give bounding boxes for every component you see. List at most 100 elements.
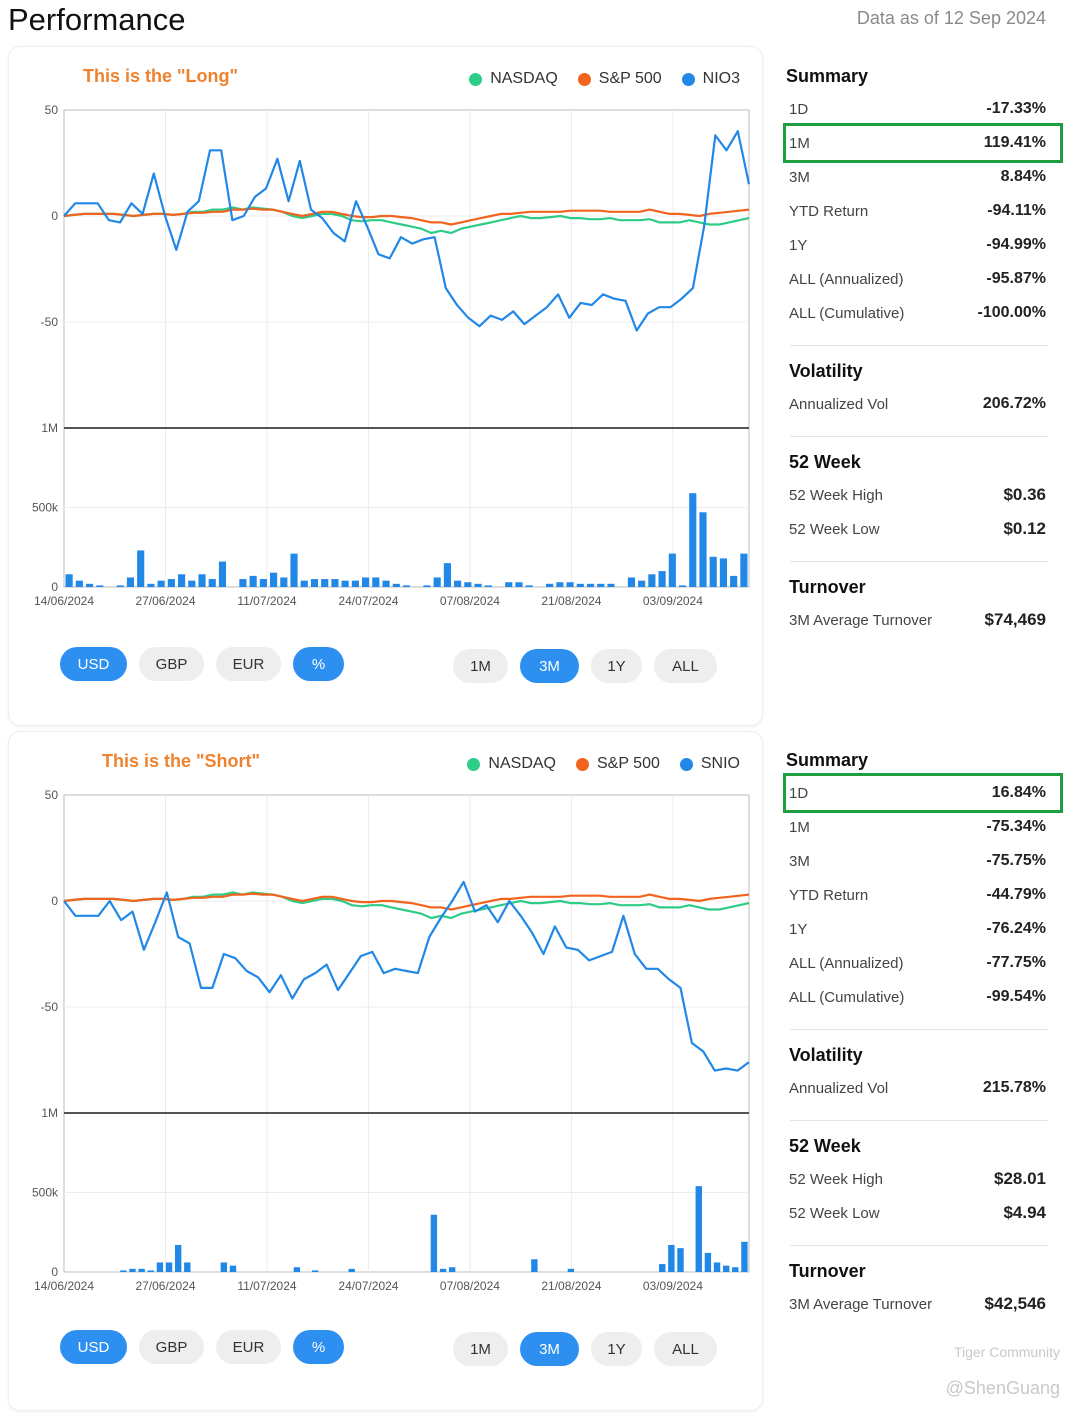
range-1m-button[interactable]: 1M xyxy=(453,1332,508,1366)
stat-value: -99.54% xyxy=(986,988,1046,1005)
stat-label: 1Y xyxy=(789,236,808,254)
x-tick-label: 24/07/2024 xyxy=(338,1279,398,1293)
volume-bar xyxy=(730,575,738,587)
series-line-snio xyxy=(63,880,750,1072)
y-tick-label: 50 xyxy=(45,103,59,117)
annualized-vol-row: Annualized Vol 206.72% xyxy=(786,387,1048,421)
volume-bar xyxy=(129,1268,136,1272)
x-tick-label: 07/08/2024 xyxy=(440,1279,500,1293)
legend-stock[interactable]: NIO3 xyxy=(681,70,740,88)
watermark-author: @ShenGuang xyxy=(945,1378,1060,1398)
legend-sp500[interactable]: S&P 500 xyxy=(576,755,660,773)
summary-row-1y: 1Y -94.99% xyxy=(786,228,1048,262)
summary-row-3m: 3M -75.75% xyxy=(786,844,1048,878)
volume-bar xyxy=(546,583,554,587)
volume-bar xyxy=(567,1268,575,1272)
chart-card-long: This is the "Long" NASDAQ S&P 500 NIO3 5… xyxy=(8,46,763,726)
volume-bar xyxy=(741,1241,748,1272)
summary-row-1y: 1Y -76.24% xyxy=(786,912,1048,946)
volume-bar xyxy=(740,553,748,587)
volume-bar xyxy=(454,580,462,587)
legend-nasdaq[interactable]: NASDAQ xyxy=(467,755,556,773)
range-1m-button[interactable]: 1M xyxy=(453,649,508,683)
eur-button[interactable]: EUR xyxy=(216,1330,281,1364)
volume-bar xyxy=(382,580,390,587)
summary-row-all-annualized: ALL (Annualized) -95.87% xyxy=(786,262,1048,296)
stat-label: 1M xyxy=(789,134,810,152)
plot-frame xyxy=(63,109,750,588)
volume-bar xyxy=(709,556,717,587)
range-toggle-group: 1M 3M 1Y ALL xyxy=(453,649,717,683)
volume-bar xyxy=(147,1270,154,1272)
week52-low-row: 52 Week Low $0.12 xyxy=(786,512,1048,546)
range-all-button[interactable]: ALL xyxy=(654,649,717,683)
stat-label: 3M Average Turnover xyxy=(789,1295,933,1313)
volume-bar xyxy=(120,1270,127,1272)
summary-row-ytd: YTD Return -44.79% xyxy=(786,878,1048,912)
range-all-button[interactable]: ALL xyxy=(654,1332,717,1366)
stat-label: 1M xyxy=(789,818,810,836)
volume-tick-label: 0 xyxy=(51,1265,58,1279)
volume-bar xyxy=(85,583,94,587)
gbp-button[interactable]: GBP xyxy=(139,647,204,681)
volume-bar xyxy=(668,1244,675,1272)
range-3m-button[interactable]: 3M xyxy=(520,649,579,683)
watermark-brand: Tiger Community xyxy=(953,1344,1060,1360)
volume-tick-label: 1M xyxy=(41,421,58,435)
legend-label: S&P 500 xyxy=(598,70,662,87)
stat-value: -44.79% xyxy=(986,886,1046,903)
stat-value: $28.01 xyxy=(994,1169,1046,1188)
eur-button[interactable]: EUR xyxy=(216,647,281,681)
y-tick-label: 0 xyxy=(51,894,58,908)
volume-bar xyxy=(177,574,186,587)
stat-value: $4.94 xyxy=(1003,1203,1046,1222)
divider xyxy=(790,1245,1048,1246)
percent-button[interactable]: % xyxy=(293,1330,344,1364)
stat-label: ALL (Annualized) xyxy=(789,954,904,972)
turnover-heading: Turnover xyxy=(789,1261,866,1281)
volume-bar xyxy=(310,579,319,587)
gbp-button[interactable]: GBP xyxy=(139,1330,204,1364)
stat-label: ALL (Annualized) xyxy=(789,270,904,288)
summary-row-all-cumulative: ALL (Cumulative) -100.00% xyxy=(786,296,1048,330)
range-1y-button[interactable]: 1Y xyxy=(591,1332,642,1366)
divider xyxy=(790,561,1048,562)
week52-heading: 52 Week xyxy=(789,1136,861,1156)
volume-bar xyxy=(695,1186,702,1272)
chart-legend: NASDAQ S&P 500 NIO3 xyxy=(469,70,740,88)
volume-bar xyxy=(259,579,267,587)
summary-row-ytd: YTD Return -94.11% xyxy=(786,194,1048,228)
volume-bar xyxy=(351,580,359,587)
volume-bar xyxy=(280,577,288,587)
volume-tick-label: 500k xyxy=(32,1186,59,1200)
volume-bar xyxy=(331,579,339,587)
stat-value: 8.84% xyxy=(1000,168,1046,185)
x-tick-label: 14/06/2024 xyxy=(34,594,94,608)
stat-label: Annualized Vol xyxy=(789,1079,889,1097)
usd-button[interactable]: USD xyxy=(60,1330,127,1364)
volume-bar xyxy=(586,583,595,587)
legend-stock[interactable]: SNIO xyxy=(679,755,740,773)
range-1y-button[interactable]: 1Y xyxy=(591,649,642,683)
volume-bar xyxy=(392,583,400,587)
stat-value: 206.72% xyxy=(982,395,1046,412)
stat-value: -17.33% xyxy=(986,100,1046,117)
volatility-heading: Volatility xyxy=(789,1045,863,1065)
legend-sp500[interactable]: S&P 500 xyxy=(577,70,662,88)
stat-value: -75.34% xyxy=(986,818,1046,835)
volume-bar xyxy=(430,1214,438,1272)
volume-bar xyxy=(648,574,656,587)
range-3m-button[interactable]: 3M xyxy=(520,1332,579,1366)
percent-button[interactable]: % xyxy=(293,647,344,681)
legend-dot-icon xyxy=(467,757,481,771)
stat-value: -77.75% xyxy=(986,954,1046,971)
usd-button[interactable]: USD xyxy=(60,647,127,681)
volume-bar xyxy=(627,577,636,587)
plot-frame xyxy=(63,794,750,1273)
legend-nasdaq[interactable]: NASDAQ xyxy=(469,70,558,88)
volume-bar xyxy=(184,1262,191,1272)
volume-bar xyxy=(174,1244,182,1272)
legend-dot-icon xyxy=(576,757,589,771)
